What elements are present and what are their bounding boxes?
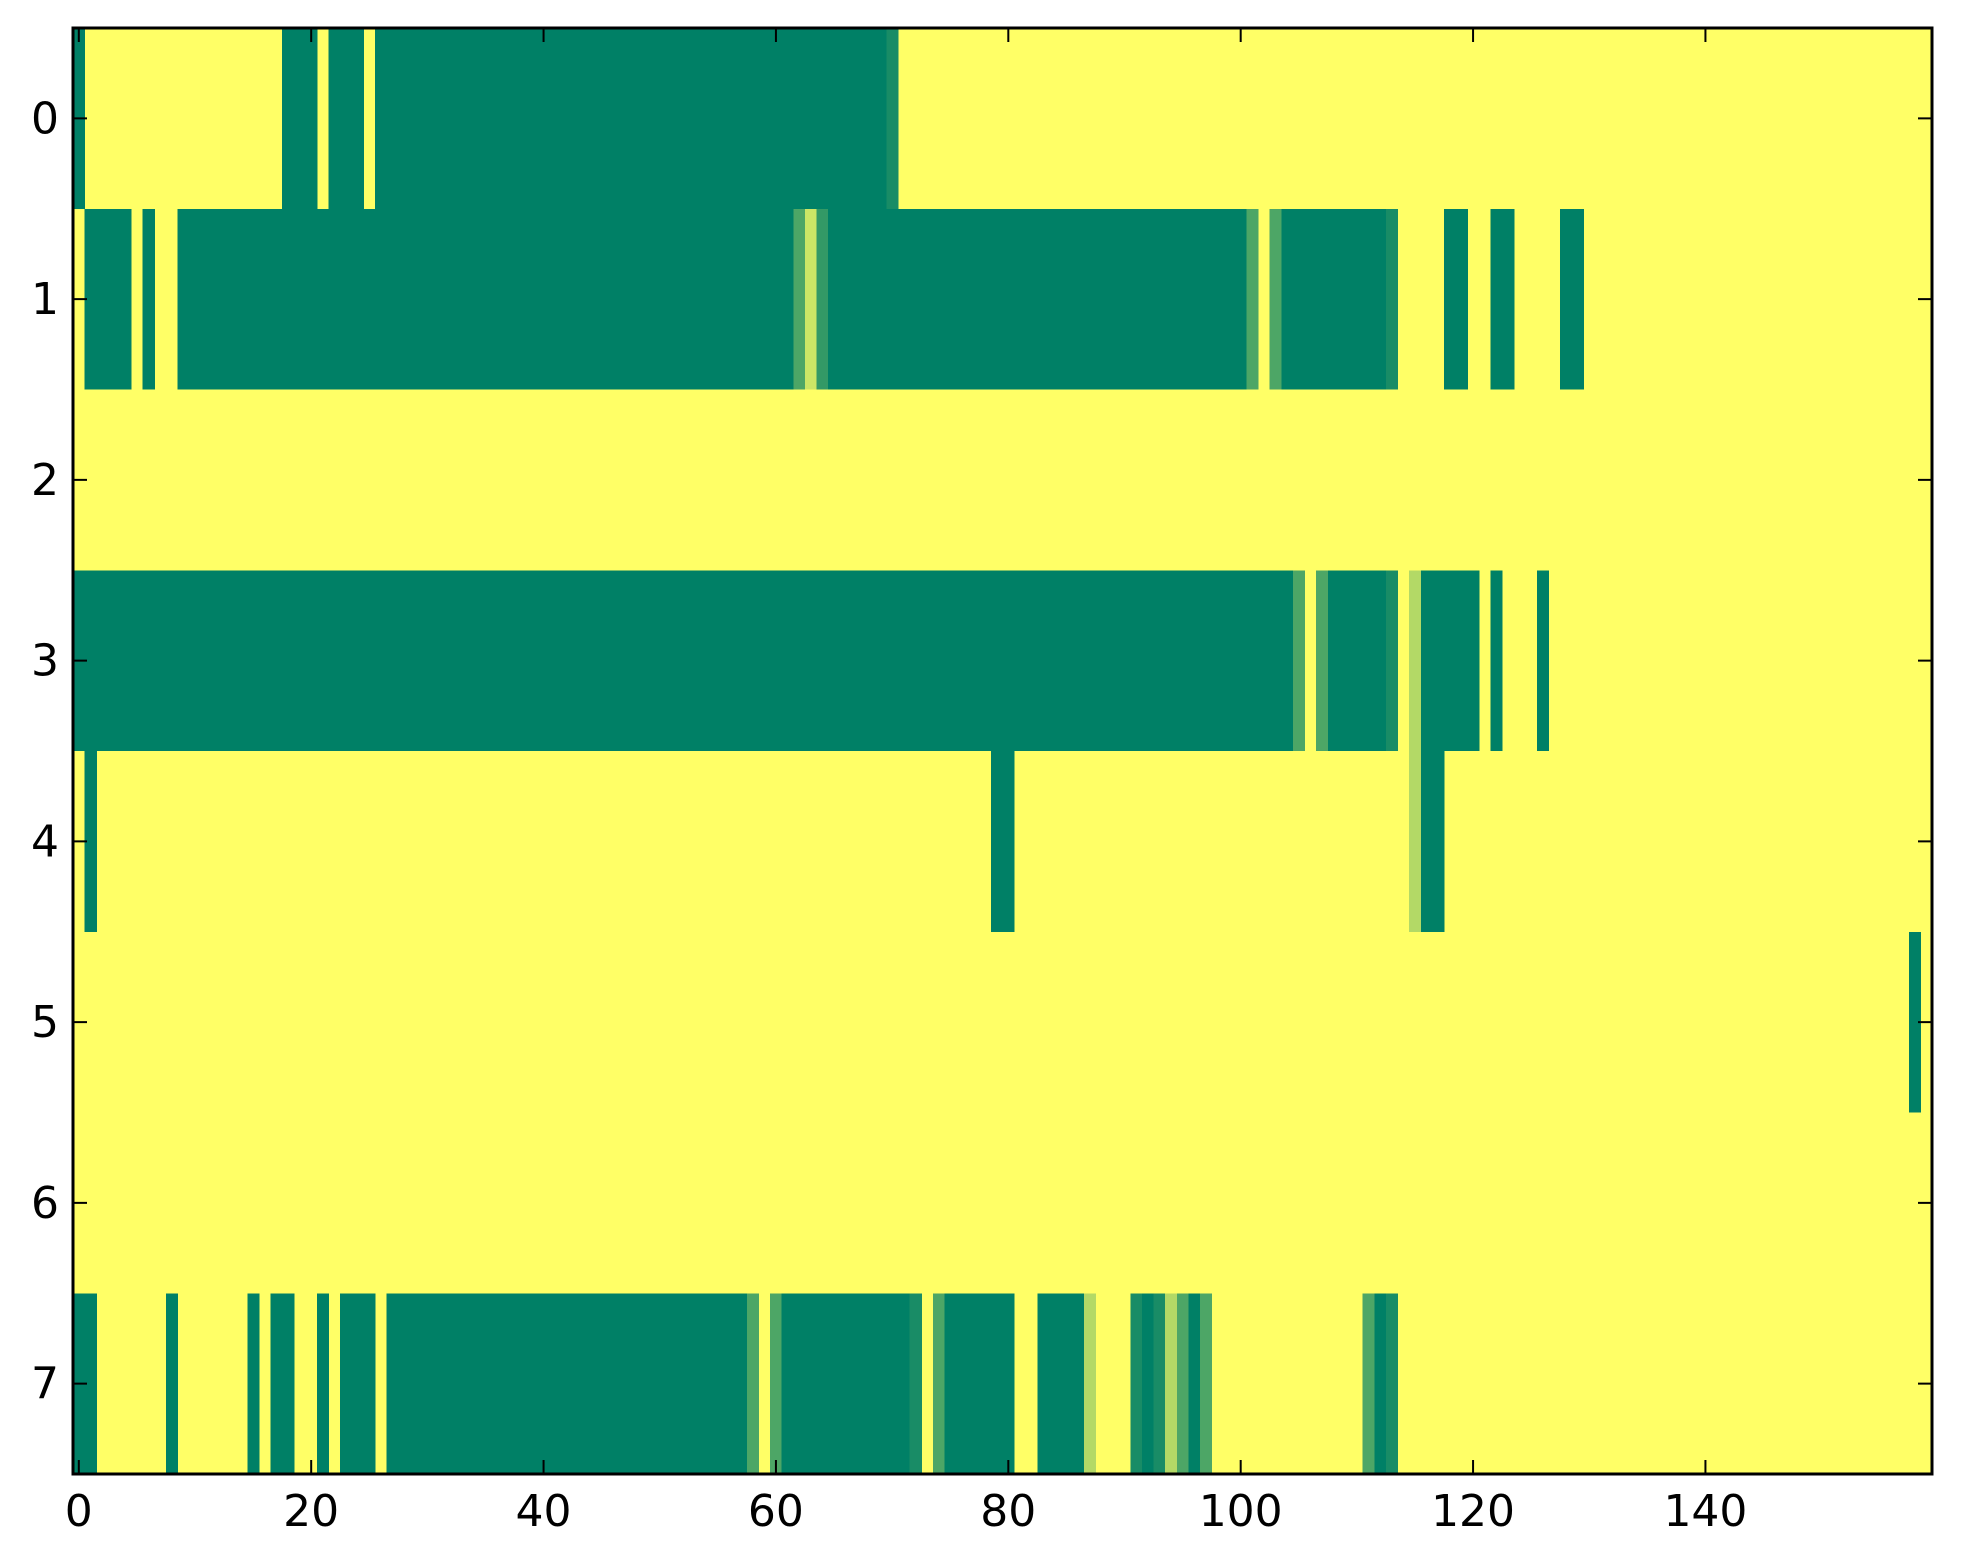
heatmap-cell [84,208,132,390]
y-tick-label: 3 [31,636,59,687]
y-tick-label: 0 [31,93,59,144]
heatmap-cell [804,208,818,390]
heatmap-cell [1165,1293,1178,1474]
plot-frame [71,26,1934,1476]
heatmap-cell [1037,1293,1085,1474]
y-tick-label: 6 [31,1178,59,1229]
heatmap-cell [781,1293,911,1474]
heatmap-cell [375,28,887,209]
heatmap-cell [932,1293,946,1474]
x-tick-label: 80 [980,1486,1036,1537]
heatmap-cell [1409,751,1422,932]
x-tick-label: 0 [65,1486,93,1537]
y-tick-label: 5 [31,997,59,1048]
heatmap-cell [1269,208,1282,390]
x-tick-label: 20 [283,1486,339,1537]
heatmap-cell [909,1293,922,1474]
heatmap-cell [84,751,97,932]
heatmap-cell [1560,208,1585,390]
heatmap-cell [1490,570,1503,751]
heatmap-cell [886,28,899,209]
x-tick-label: 140 [1663,1486,1747,1537]
heatmap-cell [328,28,365,209]
y-tick-label: 2 [31,455,59,506]
heatmap-cell [1316,570,1329,751]
heatmap-cell [340,1293,376,1474]
heatmap-cell [1374,1293,1387,1474]
heatmap-cell [1490,208,1515,390]
y-axis-tick-labels: 0 1 2 3 4 5 6 7 [31,93,59,1409]
heatmap-cell [1246,208,1259,390]
heatmap-cell [1130,1293,1143,1474]
heatmap-cells [73,28,1932,1474]
heatmap-cell [73,570,1294,751]
y-tick-label: 1 [31,274,59,325]
x-tick-label: 100 [1199,1486,1283,1537]
heatmap-cell [1188,1293,1201,1474]
heatmap-cell [746,1293,760,1474]
heatmap-cell [1176,1293,1189,1474]
heatmap-cell [177,208,794,390]
heatmap-cell [816,208,829,390]
heatmap-cell [1385,208,1399,390]
heatmap-cell [1908,931,1921,1113]
heatmap-cell [1153,1293,1166,1474]
heatmap-cell [770,1293,783,1474]
heatmap-cell [316,1293,330,1474]
heatmap-cell [1385,570,1399,751]
heatmap-cell [1420,570,1480,751]
heatmap-cell [1327,570,1387,751]
y-tick-label: 4 [31,816,59,867]
heatmap-cell [828,208,1248,390]
heatmap-cell [990,751,1015,932]
heatmap-cell [1292,570,1306,751]
heatmap-cell [1536,570,1550,751]
heatmap-cell [270,1293,295,1474]
heatmap-cell [1141,1293,1155,1474]
x-tick-label: 60 [748,1486,804,1537]
x-tick-label: 40 [516,1486,572,1537]
heatmap-cell [1200,1293,1213,1474]
heatmap-cell [142,208,155,390]
y-tick-label: 7 [31,1359,59,1410]
heatmap-cell [282,28,318,209]
heatmap-cell [1385,1293,1399,1474]
x-tick-label: 120 [1431,1486,1515,1537]
heatmap-cell [1444,208,1468,390]
heatmap-cell [1281,208,1387,390]
x-axis-tick-labels: 0 20 40 60 80 100 120 140 [65,1486,1748,1537]
axis-ticks [73,28,1932,1474]
heatmap-cell [1409,570,1422,751]
heatmap-cell [1362,1293,1375,1474]
heatmap-cell [386,1293,748,1474]
heatmap-cell [165,1293,179,1474]
heatmap-cell [1420,751,1445,932]
heatmap-cell [793,208,806,390]
heatmap-cell [1083,1293,1097,1474]
heatmap-cell [247,1293,260,1474]
heatmap-cell [944,1293,1015,1474]
